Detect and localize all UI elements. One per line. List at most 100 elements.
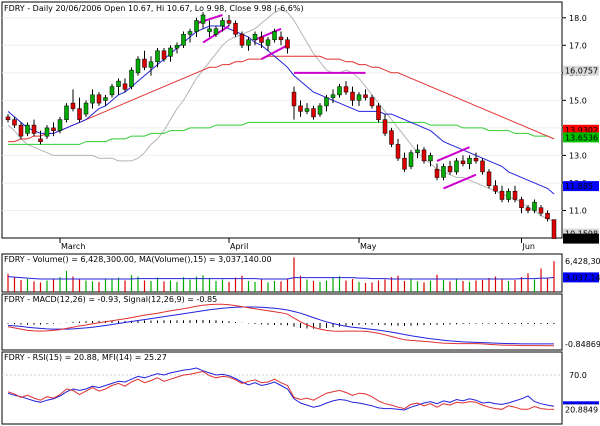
volume-marker-label: 3,037,140 bbox=[565, 273, 600, 282]
candle bbox=[519, 196, 524, 214]
candle bbox=[213, 26, 219, 38]
candle bbox=[31, 119, 37, 137]
candle bbox=[220, 17, 225, 32]
candle bbox=[265, 37, 271, 51]
candle-body bbox=[317, 105, 323, 115]
macd-marker-bg bbox=[563, 338, 599, 349]
volume-ma-polyline bbox=[7, 276, 555, 280]
candle bbox=[512, 185, 518, 203]
candle-body bbox=[265, 39, 271, 46]
candle bbox=[239, 31, 245, 49]
candle bbox=[324, 94, 329, 112]
candle-body bbox=[122, 83, 128, 90]
candle bbox=[356, 92, 362, 106]
candle-body bbox=[38, 138, 43, 142]
candle bbox=[298, 100, 303, 117]
trendline bbox=[443, 173, 477, 190]
ma-mid-line bbox=[8, 55, 555, 143]
candle bbox=[181, 31, 186, 49]
candle bbox=[382, 114, 388, 137]
price-marker-bg bbox=[563, 132, 599, 143]
candle-body bbox=[395, 144, 401, 159]
candle bbox=[148, 56, 154, 76]
candle bbox=[460, 155, 466, 167]
candle bbox=[278, 31, 284, 46]
candle bbox=[116, 78, 121, 95]
candle-body bbox=[525, 207, 531, 211]
candle bbox=[421, 147, 427, 164]
candle-body bbox=[532, 201, 537, 211]
price-marker: 16.0757 bbox=[563, 65, 599, 76]
candle bbox=[155, 48, 160, 68]
candle-body bbox=[499, 190, 505, 200]
candle bbox=[174, 42, 180, 54]
price-marker-bg bbox=[563, 233, 599, 244]
candle-body bbox=[161, 50, 167, 60]
candle-body bbox=[213, 28, 219, 35]
volume-marker-bg bbox=[563, 272, 599, 283]
candle bbox=[207, 20, 212, 38]
macd-signal-polyline bbox=[7, 306, 554, 345]
candle bbox=[311, 105, 316, 120]
macd-marker: -0.848698 bbox=[563, 338, 600, 349]
candle bbox=[538, 204, 544, 216]
candle bbox=[25, 122, 30, 137]
candle bbox=[168, 45, 173, 62]
candle-body bbox=[194, 20, 199, 32]
candle bbox=[194, 17, 199, 38]
candle-body bbox=[239, 34, 245, 46]
volume-marker-label: 6,428,300 bbox=[565, 257, 600, 266]
candle bbox=[350, 86, 355, 106]
candle-body bbox=[25, 124, 30, 134]
candle bbox=[337, 83, 342, 98]
trendline bbox=[261, 44, 288, 60]
price-tick-label: 15.0 bbox=[569, 96, 587, 105]
candle bbox=[12, 116, 17, 128]
candle-body bbox=[473, 157, 479, 162]
candle bbox=[103, 94, 108, 106]
candle-body bbox=[538, 207, 544, 214]
candle bbox=[122, 78, 128, 93]
candle-body bbox=[480, 160, 485, 173]
candle-body bbox=[148, 61, 154, 68]
candle-body bbox=[298, 105, 303, 112]
candle bbox=[545, 210, 550, 222]
rsi-marker: 20.8849 bbox=[563, 404, 599, 415]
price-marker-bg bbox=[563, 181, 599, 192]
candle-body bbox=[363, 94, 368, 98]
candle-body bbox=[155, 50, 160, 63]
volume-marker-bg bbox=[563, 256, 599, 267]
candle-body bbox=[356, 94, 362, 101]
volume-markers: 6,428,300 3,037,140 bbox=[563, 256, 600, 283]
candle-body bbox=[337, 86, 342, 96]
candle bbox=[77, 97, 82, 123]
macd-panel-frame bbox=[1, 293, 563, 351]
candle bbox=[291, 86, 297, 120]
candle bbox=[246, 37, 251, 51]
candle-body bbox=[324, 97, 329, 107]
candle-body bbox=[415, 149, 420, 153]
candle bbox=[187, 28, 193, 43]
volume-marker: 6,428,300 bbox=[563, 256, 600, 267]
x-axis-labels: March April May Jun bbox=[59, 238, 535, 251]
candle-body bbox=[116, 80, 121, 87]
ma-slow-polyline bbox=[8, 121, 555, 145]
candle-body bbox=[551, 219, 557, 239]
volume-marker: 3,037,140 bbox=[563, 272, 600, 283]
candle bbox=[454, 158, 459, 175]
candle bbox=[473, 152, 479, 164]
candle bbox=[38, 130, 43, 145]
candle-body bbox=[506, 190, 511, 200]
candle bbox=[480, 158, 485, 175]
volume-panel-frame bbox=[1, 253, 563, 293]
price-panel-frame bbox=[1, 1, 563, 239]
candle-body bbox=[369, 97, 375, 107]
candle-body bbox=[512, 190, 518, 200]
candle bbox=[272, 28, 277, 43]
candle bbox=[434, 163, 440, 181]
price-marker-bg bbox=[563, 124, 599, 135]
price-panel: 18.017.016.015.014.013.012.011.0 16.0757… bbox=[1, 1, 599, 244]
candle-body bbox=[519, 199, 524, 209]
rsi-polyline bbox=[7, 370, 555, 410]
candle-body bbox=[109, 86, 115, 96]
